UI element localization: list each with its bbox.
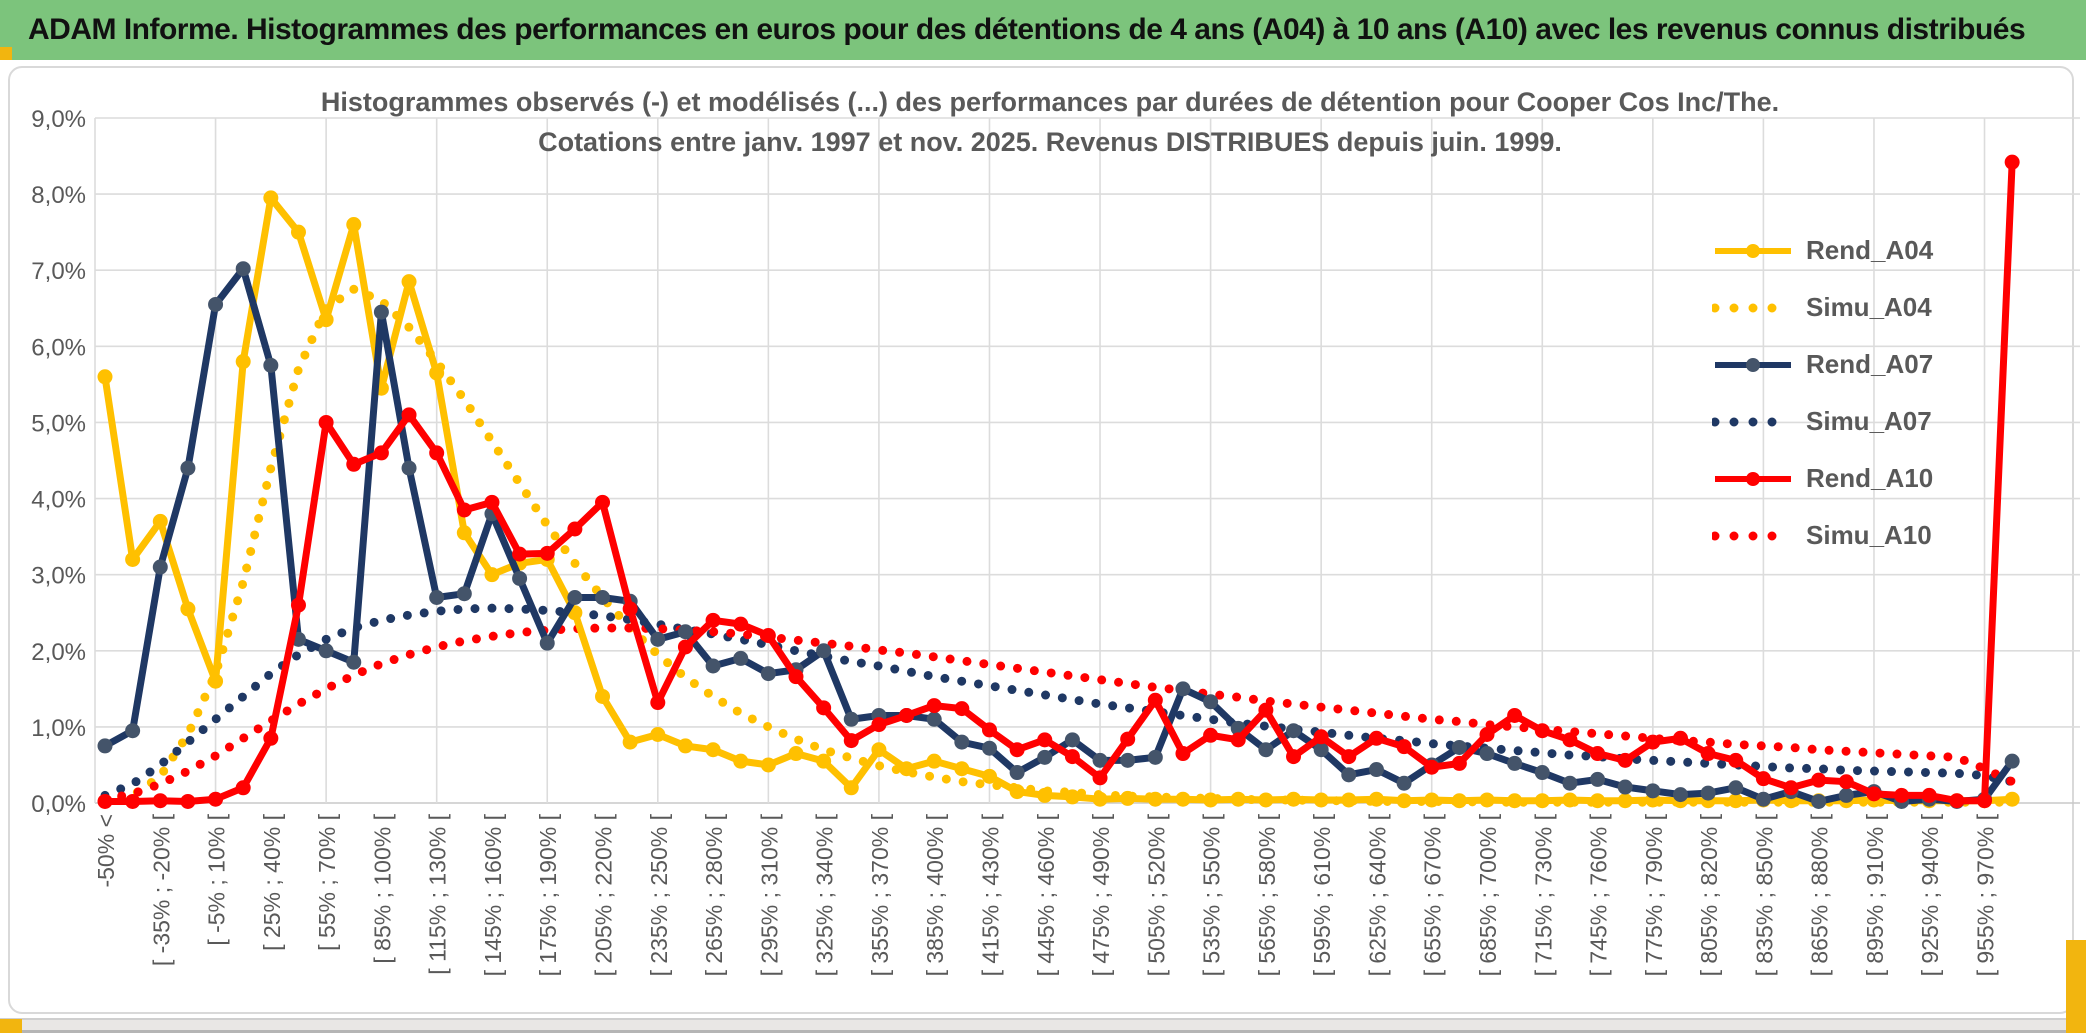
- svg-text:1,0%: 1,0%: [31, 715, 86, 742]
- legend-item-simu-a10[interactable]: Simu_A10: [1710, 507, 1972, 564]
- svg-text:[ 535% ; 550% [: [ 535% ; 550% [: [1199, 813, 1225, 976]
- svg-text:[ 925% ; 940% [: [ 925% ; 940% [: [1917, 813, 1943, 976]
- svg-text:[ 655% ; 670% [: [ 655% ; 670% [: [1420, 813, 1446, 976]
- svg-text:[ 685% ; 700% [: [ 685% ; 700% [: [1475, 813, 1501, 976]
- svg-text:[ 625% ; 640% [: [ 625% ; 640% [: [1364, 813, 1390, 976]
- svg-text:3,0%: 3,0%: [31, 563, 86, 590]
- svg-text:8,0%: 8,0%: [31, 182, 86, 209]
- svg-text:7,0%: 7,0%: [31, 258, 86, 285]
- svg-text:[ 565% ; 580% [: [ 565% ; 580% [: [1254, 813, 1280, 976]
- svg-text:[ -5% ; 10% [: [ -5% ; 10% [: [204, 813, 230, 945]
- legend-item-simu-a04[interactable]: Simu_A04: [1710, 279, 1972, 336]
- series-Simu_A07: [100, 603, 2017, 800]
- svg-text:[ 55% ; 70% [: [ 55% ; 70% [: [314, 813, 340, 950]
- legend-label: Rend_A04: [1806, 235, 1934, 265]
- svg-text:[ 475% ; 490% [: [ 475% ; 490% [: [1088, 813, 1114, 976]
- svg-text:[ 865% ; 880% [: [ 865% ; 880% [: [1807, 813, 1833, 976]
- gold-border-accent-bottom-left: [0, 1019, 22, 1033]
- legend-item-rend-a07[interactable]: Rend_A07: [1712, 336, 1972, 393]
- svg-text:[ 295% ; 310% [: [ 295% ; 310% [: [756, 813, 782, 976]
- solid-line-sample-icon: [1712, 243, 1794, 259]
- title-bar: ADAM Informe. Histogrammes des performan…: [0, 0, 2086, 60]
- svg-text:[ 505% ; 520% [: [ 505% ; 520% [: [1143, 813, 1169, 976]
- svg-text:[ 835% ; 850% [: [ 835% ; 850% [: [1751, 813, 1777, 976]
- svg-text:[ 595% ; 610% [: [ 595% ; 610% [: [1309, 813, 1335, 976]
- svg-text:[ 25% ; 40% [: [ 25% ; 40% [: [259, 813, 285, 950]
- legend-label: Simu_A10: [1806, 520, 1932, 550]
- svg-text:0,0%: 0,0%: [31, 791, 86, 818]
- svg-text:[ 955% ; 970% [: [ 955% ; 970% [: [1973, 813, 1999, 976]
- svg-text:[ 775% ; 790% [: [ 775% ; 790% [: [1641, 813, 1667, 976]
- legend-item-rend-a04[interactable]: Rend_A04: [1712, 222, 1972, 279]
- svg-text:2,0%: 2,0%: [31, 639, 86, 666]
- svg-text:[ 895% ; 910% [: [ 895% ; 910% [: [1862, 813, 1888, 976]
- svg-text:[ 445% ; 460% [: [ 445% ; 460% [: [1033, 813, 1059, 976]
- series-Simu_A10: [100, 623, 2017, 804]
- svg-text:[ 715% ; 730% [: [ 715% ; 730% [: [1530, 813, 1556, 976]
- bottom-border: [0, 1030, 2086, 1033]
- chart-title-line2: Cotations entre janv. 1997 et nov. 2025.…: [538, 127, 1562, 157]
- svg-text:4,0%: 4,0%: [31, 487, 86, 514]
- svg-text:[ 355% ; 370% [: [ 355% ; 370% [: [867, 813, 893, 976]
- svg-text:[ -35% ; -20% [: [ -35% ; -20% [: [148, 813, 174, 966]
- legend-label: Rend_A07: [1806, 349, 1934, 379]
- svg-text:[ 115% ; 130% [: [ 115% ; 130% [: [425, 813, 451, 974]
- chart-title-line1: Histogrammes observés (-) et modélisés (…: [320, 87, 1780, 117]
- dotted-line-sample-icon: [1710, 414, 1796, 430]
- svg-text:[ 745% ; 760% [: [ 745% ; 760% [: [1586, 813, 1612, 976]
- gold-border-accent-right: [2066, 940, 2086, 1033]
- svg-text:[ 415% ; 430% [: [ 415% ; 430% [: [977, 813, 1003, 976]
- svg-text:[ 175% ; 190% [: [ 175% ; 190% [: [535, 813, 561, 976]
- y-axis-labels: 0,0% 1,0% 2,0% 3,0% 4,0% 5,0% 6,0% 7,0% 8,0% 9,0%: [31, 106, 86, 818]
- page-title: ADAM Informe. Histogrammes des performan…: [28, 13, 2026, 46]
- svg-text:[ 235% ; 250% [: [ 235% ; 250% [: [646, 813, 672, 976]
- legend-label: Rend_A10: [1806, 463, 1934, 493]
- legend: Rend_A04 Simu_A04 Rend_A07 Simu_A07 Rend…: [1710, 222, 1972, 564]
- svg-text:9,0%: 9,0%: [31, 106, 86, 133]
- dotted-line-sample-icon: [1710, 528, 1796, 544]
- svg-text:[ 265% ; 280% [: [ 265% ; 280% [: [701, 813, 727, 976]
- svg-text:[ 85% ; 100% [: [ 85% ; 100% [: [369, 813, 395, 963]
- svg-text:6,0%: 6,0%: [31, 334, 86, 361]
- legend-label: Simu_A07: [1806, 406, 1932, 436]
- svg-text:[ 205% ; 220% [: [ 205% ; 220% [: [591, 813, 617, 976]
- svg-text:[ 145% ; 160% [: [ 145% ; 160% [: [480, 813, 506, 976]
- gold-border-accent-left: [0, 47, 12, 60]
- svg-text:[ 325% ; 340% [: [ 325% ; 340% [: [812, 813, 838, 976]
- x-axis-labels: -50% < [ -35% ; -20% [ [ -5% ; 10% [ [ 25% …: [93, 813, 1999, 976]
- solid-line-sample-icon: [1712, 357, 1794, 373]
- legend-label: Simu_A04: [1806, 292, 1932, 322]
- svg-text:[ 385% ; 400% [: [ 385% ; 400% [: [922, 813, 948, 976]
- svg-text:[ 805% ; 820% [: [ 805% ; 820% [: [1696, 813, 1722, 976]
- dotted-line-sample-icon: [1710, 300, 1796, 316]
- svg-text:-50% <: -50% <: [93, 814, 119, 888]
- solid-line-sample-icon: [1712, 471, 1794, 487]
- legend-item-simu-a07[interactable]: Simu_A07: [1710, 393, 1972, 450]
- svg-text:5,0%: 5,0%: [31, 410, 86, 437]
- legend-item-rend-a10[interactable]: Rend_A10: [1712, 450, 1972, 507]
- series-Rend_A10: [97, 154, 2020, 809]
- chart-title: Histogrammes observés (-) et modélisés (…: [240, 82, 1860, 162]
- bottom-scroll-strip[interactable]: [0, 1018, 2086, 1033]
